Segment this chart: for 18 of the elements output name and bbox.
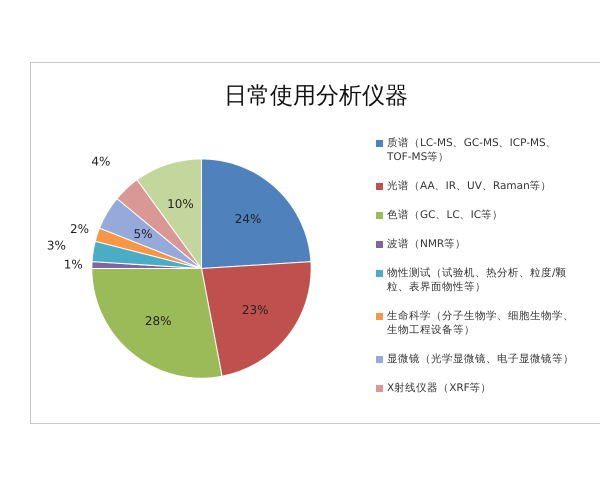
legend-label: 显微镜（光学显微镜、电子显微镜等） [387,352,574,366]
legend-label: 波谱（NMR等） [387,237,466,251]
data-label: 5% [133,226,152,241]
data-label: 1% [64,257,83,272]
legend-label: 物性测试（试验机、热分析、粒度/颗粒、表界面物性等） [387,266,568,294]
legend-label: 生命科学（分子生物学、细胞生物学、生物工程设备等） [387,309,575,337]
chart-title: 日常使用分析仪器 [223,82,409,110]
data-label: 10% [167,196,194,211]
data-label: 4% [91,154,110,168]
data-label: 3% [46,238,66,253]
data-label: 2% [70,222,89,236]
data-label: 24% [234,212,262,226]
data-label: 23% [242,303,269,318]
data-label: 28% [144,314,172,328]
legend-label: 色谱（GC、LC、IC等） [387,208,504,222]
legend-label: 质谱（LC-MS、GC-MS、ICP-MS、TOF-MS等） [387,136,558,164]
legend-label: X射线仪器（XRF等） [387,381,492,395]
legend-label: 光谱（AA、IR、UV、Raman等） [387,179,552,193]
